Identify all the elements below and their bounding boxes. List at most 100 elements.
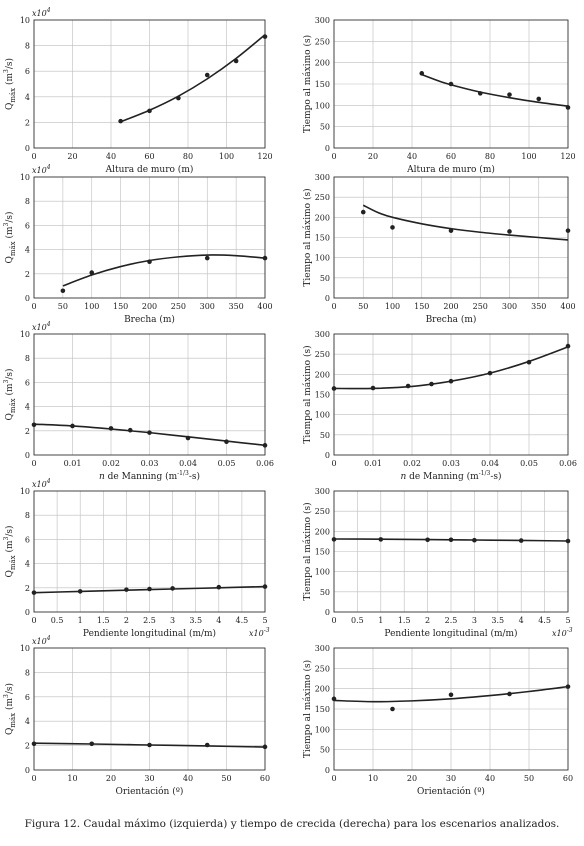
data-point	[108, 426, 114, 431]
y-tick-label: 200	[315, 370, 330, 379]
x-tick-label: 60	[144, 152, 154, 161]
data-point	[118, 118, 123, 124]
data-point	[89, 270, 95, 275]
x-tick-label: 0.01	[364, 459, 382, 468]
data-point	[565, 684, 571, 689]
x-axis-label: Pendiente longitudinal (m/m)	[83, 628, 216, 639]
chart-panel-right-5: 0 10 20 30 40 50 60 0 50 100 150 200 250 300 Orientaci…	[302, 644, 573, 797]
y-tick-label: 6	[25, 221, 30, 230]
x-tick-label: 250	[473, 302, 488, 311]
x-tick-label: 120	[560, 152, 575, 161]
data-point	[565, 105, 571, 110]
data-point	[170, 586, 175, 591]
y-tick-label: 0	[325, 144, 330, 153]
y-tick-label: 150	[315, 548, 330, 557]
data-point	[185, 435, 191, 441]
y-axis-label: Qmáx (m3/s)	[3, 683, 17, 735]
fit-curve	[421, 73, 569, 107]
x-tick-label: 0	[31, 152, 36, 161]
x-tick-label: 10	[368, 774, 378, 783]
y-tick-label: 4	[25, 246, 30, 255]
data-point	[448, 228, 454, 233]
y-tick-label: 250	[315, 664, 330, 673]
x-tick-label: 150	[113, 302, 128, 311]
chart-panel-right-4: 0 0.5 1 1.5 2 2.5 3 3.5 4 4.5 5050100150200250300x…	[302, 487, 573, 639]
x-tick-label: 1	[78, 616, 83, 625]
y-tick-label: 100	[315, 568, 330, 577]
y-tick-label: 2	[25, 427, 30, 436]
x-tick-label: 0.5	[51, 616, 64, 625]
data-point	[176, 95, 181, 101]
x-tick-label: 20	[407, 774, 417, 783]
plot-frame	[333, 647, 569, 771]
y-multiplier-label: x104	[32, 478, 51, 489]
y-multiplier-label: x104	[32, 635, 51, 646]
x-tick-label: 0.02	[403, 459, 421, 468]
x-tick-label: 0	[331, 616, 336, 625]
x-tick-label: 0.02	[102, 459, 120, 468]
y-tick-label: 0	[25, 608, 30, 617]
x-axis-label: Orientación (º)	[417, 786, 485, 797]
x-tick-label: 50	[524, 774, 534, 783]
y-axis-label: Qmáx (m3/s)	[3, 525, 17, 577]
x-tick-label: 4.5	[236, 616, 249, 625]
plot-frame	[333, 176, 569, 299]
y-tick-label: 0	[325, 294, 330, 303]
data-point	[507, 92, 512, 97]
data-point	[419, 71, 425, 76]
x-tick-label: 0.03	[442, 459, 460, 468]
y-tick-label: 100	[315, 101, 330, 110]
data-point	[536, 96, 542, 102]
y-tick-label: 150	[315, 391, 330, 400]
data-point	[262, 443, 268, 448]
y-tick-label: 8	[25, 197, 30, 206]
data-point	[204, 255, 210, 261]
data-point	[518, 538, 524, 543]
x-axis-label: n de Manning (m-1/3-s)	[99, 470, 200, 482]
y-tick-label: 250	[315, 350, 330, 359]
x-tick-label: 400	[257, 302, 272, 311]
data-point	[448, 81, 454, 87]
plot-frame	[333, 333, 569, 456]
y-tick-label: 300	[315, 644, 330, 653]
data-point	[262, 255, 268, 261]
x-tick-label: 2.5	[445, 616, 458, 625]
y-tick-label: 50	[320, 123, 330, 132]
x-tick-label: 80	[485, 152, 495, 161]
y-tick-label: 8	[25, 668, 30, 677]
y-tick-label: 0	[325, 451, 330, 460]
y-tick-label: 8	[25, 511, 30, 520]
x-tick-label: 0	[31, 302, 36, 311]
y-tick-label: 10	[20, 330, 30, 339]
y-tick-label: 10	[20, 487, 30, 496]
x-tick-label: 150	[414, 302, 429, 311]
y-tick-label: 10	[20, 16, 30, 25]
data-point	[31, 741, 37, 747]
plot-frame	[33, 333, 266, 456]
data-point	[216, 584, 222, 590]
x-tick-label: 250	[171, 302, 186, 311]
y-axis-label: Qmáx (m3/s)	[3, 211, 17, 263]
x-tick-label: 100	[385, 302, 400, 311]
x-axis-label: Brecha (m)	[426, 314, 477, 325]
x-tick-label: 0.06	[256, 459, 274, 468]
y-tick-label: 200	[315, 527, 330, 536]
x-tick-label: 4	[216, 616, 221, 625]
data-point	[526, 359, 532, 365]
y-tick-label: 6	[25, 67, 30, 76]
y-axis-label: Tiempo al máximo (s)	[302, 35, 313, 133]
x-tick-label: 100	[84, 302, 99, 311]
y-tick-label: 300	[315, 16, 330, 25]
data-point	[147, 586, 152, 592]
x-multiplier-label: x10-3	[552, 627, 573, 638]
y-axis-label: Tiempo al máximo (s)	[302, 660, 313, 758]
data-point	[262, 744, 268, 750]
y-axis-label: Tiempo al máximo (s)	[302, 188, 313, 286]
fit-curve	[362, 204, 569, 241]
x-tick-label: 50	[358, 302, 368, 311]
y-tick-label: 50	[320, 588, 330, 597]
x-tick-label: 80	[183, 152, 193, 161]
data-point	[472, 537, 477, 543]
